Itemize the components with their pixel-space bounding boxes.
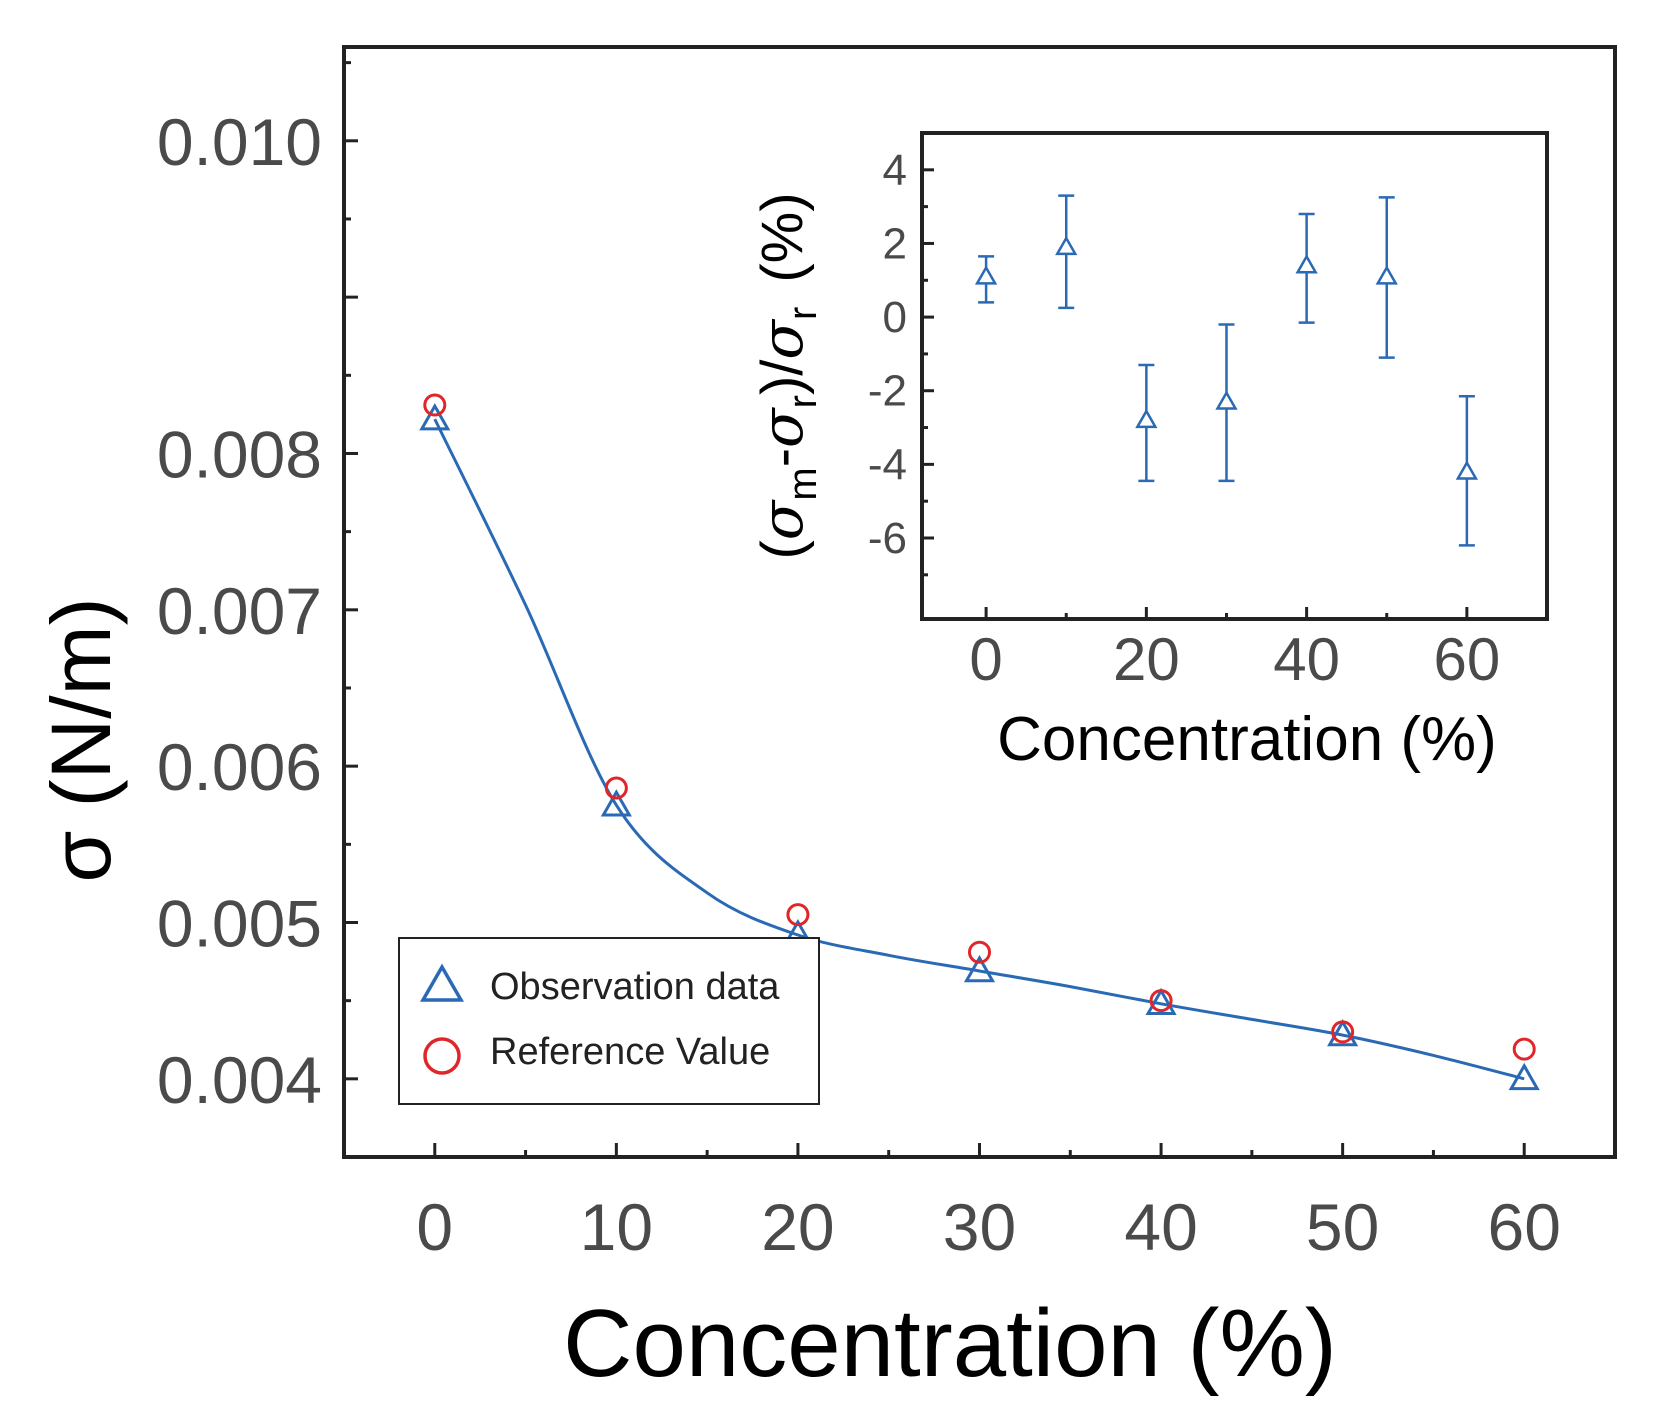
main-x-axis-label: Concentration (%) — [563, 1290, 1337, 1397]
reference-point — [1512, 1037, 1536, 1061]
inset-x-tick-label: 0 — [969, 626, 1002, 693]
inset-error-point — [1215, 323, 1238, 483]
x-tick-label: 40 — [1124, 1190, 1197, 1264]
inset-triangle-point — [974, 265, 998, 285]
observation-point — [1145, 987, 1177, 1016]
inset-x-tick-label: 20 — [1113, 626, 1180, 693]
inset-triangle-point — [1215, 390, 1238, 410]
main-y-tick-labels: 0.004 0.005 0.006 0.007 0.008 0.010 — [157, 105, 322, 1117]
x-tick-label: 30 — [943, 1190, 1016, 1264]
x-tick-label: 10 — [580, 1190, 653, 1264]
inset-error-point — [1055, 194, 1078, 310]
inset-x-tick-label: 60 — [1433, 626, 1500, 693]
legend-triangle-icon — [419, 963, 465, 1002]
observation-point — [963, 954, 996, 983]
inset-error-point — [1375, 196, 1398, 359]
x-tick-label: 0 — [416, 1190, 453, 1264]
inset-x-tick-labels: 0 20 40 60 — [969, 626, 1500, 693]
legend-label-observation: Observation data — [490, 966, 780, 1008]
inset-x-tick-label: 40 — [1273, 626, 1340, 693]
inset-y-tick-label: 4 — [883, 146, 907, 195]
main-ticks — [344, 61, 1526, 1157]
reference-point — [786, 903, 810, 927]
inset-error-point — [1135, 363, 1158, 483]
legend-box — [398, 937, 820, 1105]
y-tick-label: 0.004 — [157, 1043, 322, 1117]
main-data-points — [419, 393, 1540, 1091]
inset-y-tick-label: -4 — [868, 440, 907, 489]
reference-point — [604, 776, 628, 800]
inset-triangle-point — [1455, 460, 1479, 480]
observation-point — [1508, 1062, 1540, 1091]
inset-triangle-point — [1295, 254, 1318, 274]
inset-ticks — [922, 168, 1469, 619]
inset-plot-frame — [920, 131, 1549, 621]
observation-point — [1327, 1019, 1359, 1047]
reference-point — [968, 940, 991, 964]
x-tick-label: 50 — [1306, 1190, 1379, 1264]
y-tick-label: 0.010 — [157, 105, 322, 179]
x-tick-label: 60 — [1488, 1190, 1561, 1264]
reference-point — [1331, 1020, 1355, 1044]
inset-chart: 0 20 40 60 -6 -4 -2 0 2 4 Concentration (%) (σm-… — [748, 131, 1549, 774]
inset-error-point — [1455, 395, 1479, 547]
y-tick-label: 0.007 — [157, 574, 322, 648]
inset-error-point — [1295, 212, 1318, 324]
reference-point — [423, 393, 447, 417]
main-x-tick-labels: 0 10 20 30 40 50 60 — [416, 1190, 1560, 1264]
observation-point — [600, 789, 632, 817]
inset-error-point — [974, 255, 998, 304]
inset-y-tick-label: -2 — [868, 367, 907, 416]
legend: Observation data Reference Value — [398, 937, 820, 1105]
inset-data-points — [974, 194, 1479, 547]
inset-triangle-point — [1135, 408, 1158, 429]
inset-y-tick-label: 2 — [883, 219, 907, 268]
inset-y-tick-label: 0 — [883, 293, 907, 342]
y-tick-label: 0.006 — [157, 730, 322, 804]
x-tick-label: 20 — [761, 1190, 834, 1264]
legend-circle-icon — [423, 1037, 461, 1075]
main-y-axis-label: σ (N/m) — [34, 597, 128, 882]
reference-point — [1149, 989, 1173, 1013]
inset-triangle-point — [1055, 235, 1078, 256]
inset-triangle-point — [1375, 265, 1398, 285]
y-tick-label: 0.008 — [157, 417, 322, 491]
main-chart: 0 10 20 30 40 50 60 0.0040.0050.0060.0070.0080… — [34, 45, 1617, 1397]
inset-y-tick-labels: -6 -4 -2 0 2 4 — [868, 146, 907, 563]
inset-y-tick-label: -6 — [868, 514, 907, 563]
inset-y-axis-label: (σm-σr)/σr(%) — [748, 192, 825, 559]
inset-x-axis-label: Concentration (%) — [997, 705, 1497, 774]
legend-label-reference: Reference Value — [490, 1031, 770, 1073]
y-tick-label: 0.005 — [157, 886, 322, 960]
observation-point — [419, 403, 451, 431]
